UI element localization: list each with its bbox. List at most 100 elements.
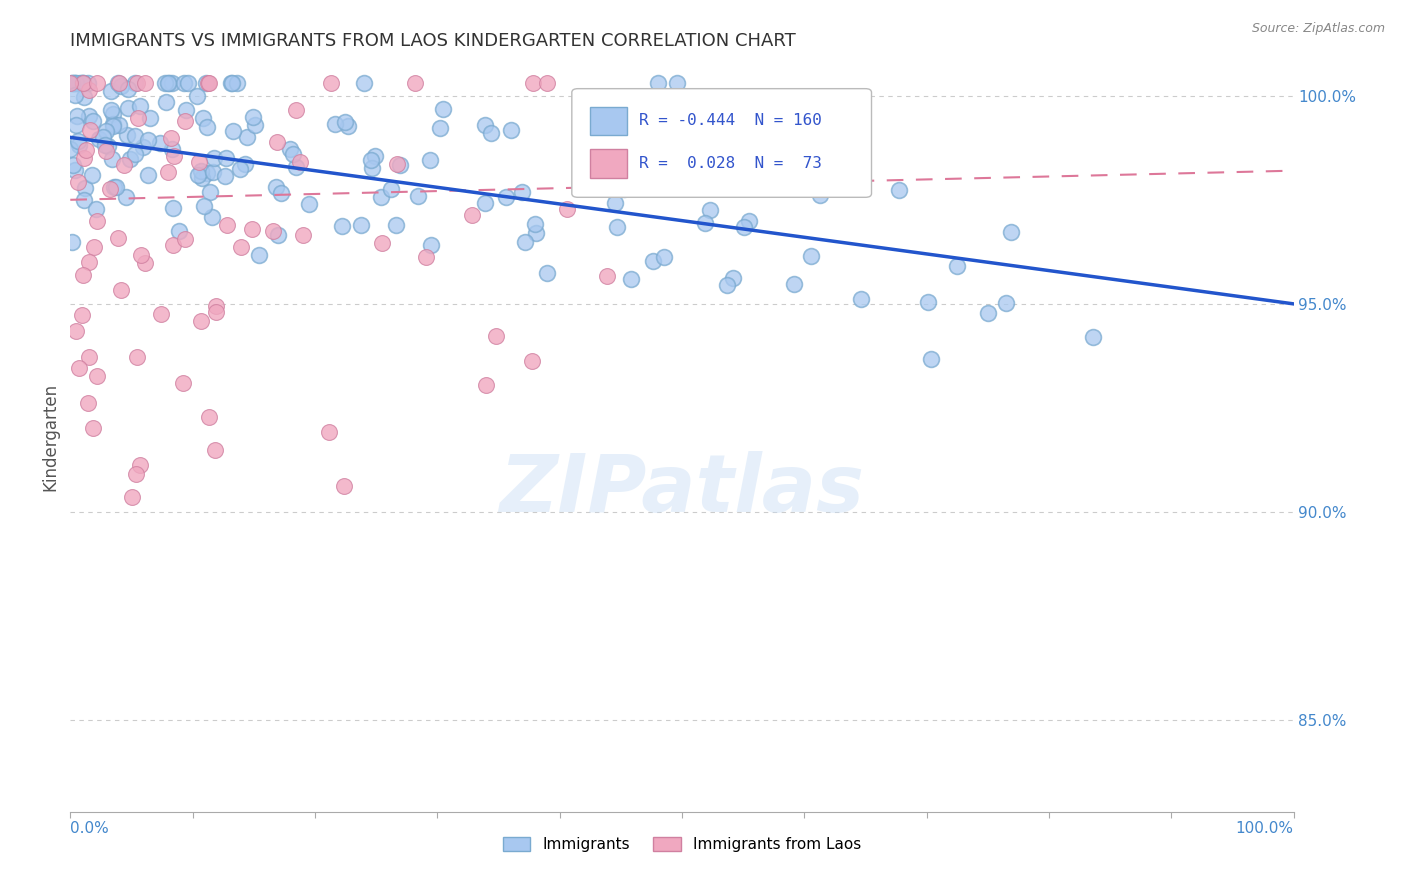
Point bbox=[654, 165, 676, 179]
Point bbox=[65, 118, 87, 132]
Point bbox=[194, 76, 217, 90]
Point bbox=[157, 76, 180, 90]
Text: 0.0%: 0.0% bbox=[70, 821, 110, 836]
Point bbox=[288, 154, 311, 169]
Point bbox=[475, 377, 498, 392]
Point bbox=[229, 240, 252, 254]
Point bbox=[522, 76, 544, 90]
Point bbox=[406, 189, 429, 203]
Point bbox=[536, 76, 558, 90]
Point bbox=[214, 169, 236, 183]
Point bbox=[75, 143, 97, 157]
Point bbox=[108, 76, 131, 90]
Point bbox=[278, 142, 301, 156]
Point bbox=[201, 164, 224, 178]
Point bbox=[513, 235, 536, 249]
Point bbox=[103, 107, 125, 121]
Point bbox=[555, 202, 578, 216]
Point bbox=[67, 360, 90, 375]
Point bbox=[1081, 330, 1104, 344]
Point bbox=[596, 268, 619, 283]
Point bbox=[333, 479, 356, 493]
Point bbox=[666, 76, 689, 90]
Point bbox=[610, 169, 633, 183]
Point bbox=[270, 186, 292, 200]
Point bbox=[226, 76, 249, 90]
Point bbox=[136, 133, 159, 147]
Point bbox=[100, 84, 122, 98]
Point bbox=[994, 295, 1017, 310]
Point bbox=[198, 76, 221, 90]
Text: IMMIGRANTS VS IMMIGRANTS FROM LAOS KINDERGARTEN CORRELATION CHART: IMMIGRANTS VS IMMIGRANTS FROM LAOS KINDE… bbox=[70, 32, 796, 50]
Point bbox=[114, 190, 136, 204]
Point bbox=[117, 82, 139, 96]
Point bbox=[236, 129, 259, 144]
Point bbox=[485, 328, 508, 343]
Point bbox=[337, 120, 360, 134]
Point bbox=[160, 142, 183, 156]
Point bbox=[149, 136, 172, 150]
Point bbox=[193, 199, 215, 213]
Point bbox=[118, 152, 141, 166]
Text: R = -0.444  N = 160: R = -0.444 N = 160 bbox=[640, 113, 823, 128]
Point bbox=[177, 76, 200, 90]
Point bbox=[91, 129, 114, 144]
FancyBboxPatch shape bbox=[591, 149, 627, 178]
Point bbox=[174, 114, 197, 128]
Point bbox=[284, 103, 307, 117]
Point bbox=[80, 168, 103, 182]
Point bbox=[129, 99, 152, 113]
Point bbox=[62, 158, 84, 172]
Point bbox=[205, 299, 228, 313]
Point bbox=[112, 158, 135, 172]
Point bbox=[162, 238, 184, 252]
Point bbox=[606, 220, 628, 235]
Point bbox=[191, 170, 214, 185]
Point bbox=[262, 224, 284, 238]
Point bbox=[107, 118, 129, 132]
Point bbox=[110, 283, 132, 297]
Point bbox=[242, 110, 264, 124]
Point bbox=[204, 443, 226, 458]
Point bbox=[370, 190, 392, 204]
Point bbox=[333, 114, 356, 128]
Point bbox=[150, 307, 173, 321]
Point bbox=[285, 160, 308, 174]
Point bbox=[72, 76, 94, 90]
Point bbox=[73, 193, 96, 207]
Point bbox=[495, 189, 517, 203]
Point bbox=[1000, 225, 1022, 239]
Point bbox=[89, 131, 111, 145]
Point bbox=[654, 128, 676, 142]
Point bbox=[298, 197, 321, 211]
Point bbox=[945, 259, 967, 273]
Point bbox=[67, 137, 90, 152]
Legend: Immigrants, Immigrants from Laos: Immigrants, Immigrants from Laos bbox=[496, 830, 868, 858]
Point bbox=[65, 163, 87, 178]
Point bbox=[70, 308, 93, 322]
Point bbox=[65, 109, 87, 123]
Point bbox=[86, 369, 108, 384]
Point bbox=[612, 171, 634, 186]
Point bbox=[432, 102, 454, 116]
Point bbox=[229, 162, 252, 177]
Point bbox=[756, 157, 779, 171]
Point bbox=[887, 182, 910, 196]
Point bbox=[264, 179, 287, 194]
Point bbox=[155, 95, 177, 109]
Point bbox=[62, 235, 84, 249]
Point bbox=[572, 147, 595, 161]
Point bbox=[699, 202, 721, 217]
Point bbox=[479, 126, 502, 140]
Point bbox=[330, 219, 353, 233]
Point bbox=[94, 138, 117, 153]
Point bbox=[510, 185, 533, 199]
Point bbox=[281, 147, 304, 161]
Point bbox=[65, 76, 87, 90]
Point bbox=[65, 324, 87, 338]
Point bbox=[201, 210, 224, 224]
Point bbox=[415, 250, 437, 264]
Point bbox=[384, 219, 406, 233]
Point bbox=[364, 149, 387, 163]
Point bbox=[388, 158, 411, 172]
